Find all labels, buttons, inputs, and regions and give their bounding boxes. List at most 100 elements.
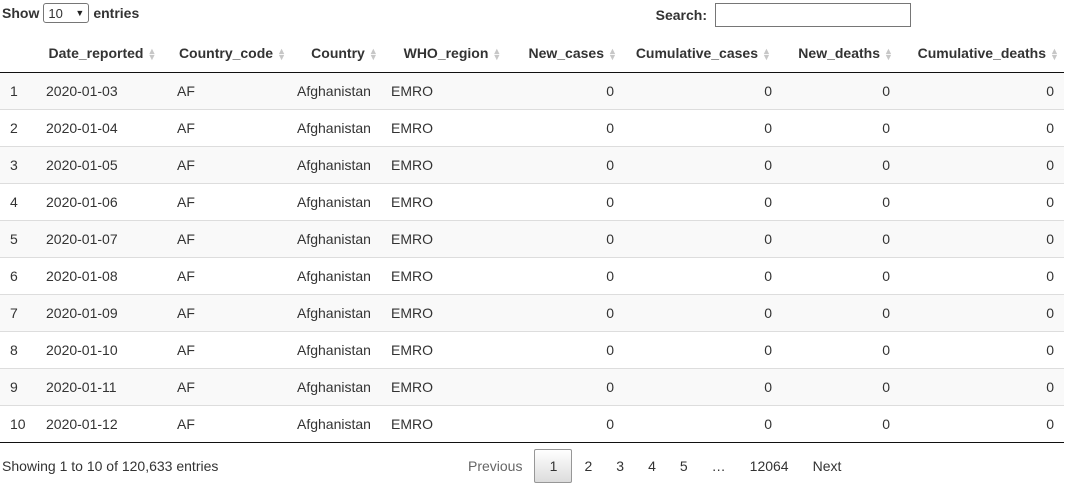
- cell-cumulative-cases: 0: [764, 119, 772, 136]
- cell-country: Afghanistan: [297, 156, 371, 173]
- cell-new-cases: 0: [606, 378, 614, 395]
- table-header-row: Date_reported ▲ ▼ Country_code ▲ ▼ Country ▲ ▼ WH…: [0, 34, 1064, 72]
- table-body: 1 2020-01-03 AF Afghanistan EMRO 0 0 0 0 2 2020-01…: [0, 72, 1064, 442]
- cell-country-code: AF: [177, 156, 195, 173]
- table-controls: Show 10 ▼ entries Search:: [0, 0, 1066, 34]
- cell-country-code: AF: [177, 230, 195, 247]
- cell-new-deaths: 0: [882, 193, 890, 210]
- column-header-new-cases[interactable]: New_cases ▲ ▼: [513, 34, 622, 72]
- previous-page-button[interactable]: Previous: [468, 458, 523, 474]
- sort-both-icon: ▲ ▼: [277, 46, 286, 63]
- page-button-last[interactable]: 12064: [749, 458, 789, 474]
- cell-new-cases: 0: [606, 82, 614, 99]
- column-header-row-index: [0, 34, 37, 72]
- page-button-3[interactable]: 3: [616, 458, 625, 474]
- cell-who-region: EMRO: [391, 156, 433, 173]
- cell-row-index: 10: [10, 415, 26, 432]
- table-row: 6 2020-01-08 AF Afghanistan EMRO 0 0 0 0: [0, 257, 1064, 294]
- table-row: 5 2020-01-07 AF Afghanistan EMRO 0 0 0 0: [0, 220, 1064, 257]
- sort-both-icon: ▲ ▼: [492, 46, 502, 63]
- cell-country-code: AF: [177, 341, 195, 358]
- entries-select[interactable]: 10 ▼: [43, 3, 90, 23]
- cell-new-deaths: 0: [882, 304, 890, 321]
- cell-new-cases: 0: [606, 304, 614, 321]
- cell-country: Afghanistan: [297, 341, 371, 358]
- column-header-label: New_cases: [528, 44, 604, 61]
- cell-date-reported: 2020-01-09: [46, 304, 118, 321]
- cell-new-cases: 0: [606, 267, 614, 284]
- cell-country: Afghanistan: [297, 267, 371, 284]
- search-control: Search:: [656, 3, 911, 27]
- table-info: Showing 1 to 10 of 120,633 entries: [2, 458, 219, 474]
- cell-who-region: EMRO: [391, 230, 433, 247]
- column-header-country-code[interactable]: Country_code ▲ ▼: [167, 34, 297, 72]
- column-header-label: WHO_region: [403, 44, 489, 61]
- cell-who-region: EMRO: [391, 341, 433, 358]
- cell-who-region: EMRO: [391, 304, 433, 321]
- cell-row-index: 4: [10, 193, 18, 210]
- column-header-who-region[interactable]: WHO_region ▲ ▼: [391, 34, 513, 72]
- page-button-1[interactable]: 1: [534, 449, 573, 483]
- cell-new-cases: 0: [606, 415, 614, 432]
- column-header-cumulative-deaths[interactable]: Cumulative_deaths ▲ ▼: [898, 34, 1064, 72]
- cell-new-deaths: 0: [882, 378, 890, 395]
- column-header-date-reported[interactable]: Date_reported ▲ ▼: [37, 34, 167, 72]
- cell-row-index: 3: [10, 156, 18, 173]
- cell-date-reported: 2020-01-03: [46, 82, 118, 99]
- column-header-new-deaths[interactable]: New_deaths ▲ ▼: [780, 34, 898, 72]
- column-header-label: New_deaths: [798, 44, 880, 61]
- cell-cumulative-deaths: 0: [1046, 193, 1054, 210]
- column-header-cumulative-cases[interactable]: Cumulative_cases ▲ ▼: [622, 34, 780, 72]
- cell-country: Afghanistan: [297, 378, 371, 395]
- cell-row-index: 8: [10, 341, 18, 358]
- cell-date-reported: 2020-01-10: [46, 341, 118, 358]
- cell-new-deaths: 0: [882, 230, 890, 247]
- cell-date-reported: 2020-01-05: [46, 156, 118, 173]
- cell-new-cases: 0: [606, 230, 614, 247]
- cell-country: Afghanistan: [297, 230, 371, 247]
- cell-new-cases: 0: [606, 119, 614, 136]
- column-header-label: Country_code: [178, 44, 274, 61]
- next-page-button[interactable]: Next: [812, 458, 842, 474]
- cell-country: Afghanistan: [297, 82, 371, 99]
- cell-country-code: AF: [177, 267, 195, 284]
- cell-new-cases: 0: [606, 193, 614, 210]
- cell-who-region: EMRO: [391, 119, 433, 136]
- column-header-label: Date_reported: [48, 44, 144, 61]
- cell-date-reported: 2020-01-12: [46, 415, 118, 432]
- cell-who-region: EMRO: [391, 378, 433, 395]
- cell-new-deaths: 0: [882, 82, 890, 99]
- search-input[interactable]: [715, 3, 911, 27]
- cell-date-reported: 2020-01-08: [46, 267, 118, 284]
- cell-country-code: AF: [177, 415, 195, 432]
- table-row: 7 2020-01-09 AF Afghanistan EMRO 0 0 0 0: [0, 294, 1064, 331]
- table-row: 3 2020-01-05 AF Afghanistan EMRO 0 0 0 0: [0, 146, 1064, 183]
- cell-date-reported: 2020-01-07: [46, 230, 118, 247]
- page-button-5[interactable]: 5: [679, 458, 688, 474]
- cell-cumulative-cases: 0: [764, 193, 772, 210]
- page-button-2[interactable]: 2: [584, 458, 593, 474]
- cell-country-code: AF: [177, 304, 195, 321]
- page-button-4[interactable]: 4: [648, 458, 656, 474]
- column-header-country[interactable]: Country ▲ ▼: [297, 34, 391, 72]
- cell-row-index: 7: [10, 304, 18, 321]
- cell-cumulative-deaths: 0: [1046, 378, 1054, 395]
- cell-row-index: 5: [10, 230, 18, 247]
- column-header-label: Cumulative_deaths: [917, 44, 1046, 61]
- cell-cumulative-deaths: 0: [1046, 304, 1054, 321]
- cell-country: Afghanistan: [297, 304, 371, 321]
- search-label: Search:: [655, 7, 707, 23]
- cell-cumulative-deaths: 0: [1046, 341, 1054, 358]
- cell-new-cases: 0: [606, 156, 614, 173]
- cell-row-index: 2: [10, 119, 18, 136]
- cell-new-deaths: 0: [882, 267, 890, 284]
- sort-both-icon: ▲ ▼: [884, 46, 893, 63]
- cell-country: Afghanistan: [297, 415, 371, 432]
- cell-row-index: 6: [10, 267, 18, 284]
- pagination: Previous 1 2 3 4 5 … 12064 Next: [456, 448, 853, 484]
- table-row: 9 2020-01-11 AF Afghanistan EMRO 0 0 0 0: [0, 368, 1064, 405]
- cell-cumulative-deaths: 0: [1046, 119, 1054, 136]
- cell-row-index: 1: [10, 82, 18, 99]
- cell-cumulative-deaths: 0: [1046, 415, 1054, 432]
- cell-cumulative-deaths: 0: [1046, 267, 1054, 284]
